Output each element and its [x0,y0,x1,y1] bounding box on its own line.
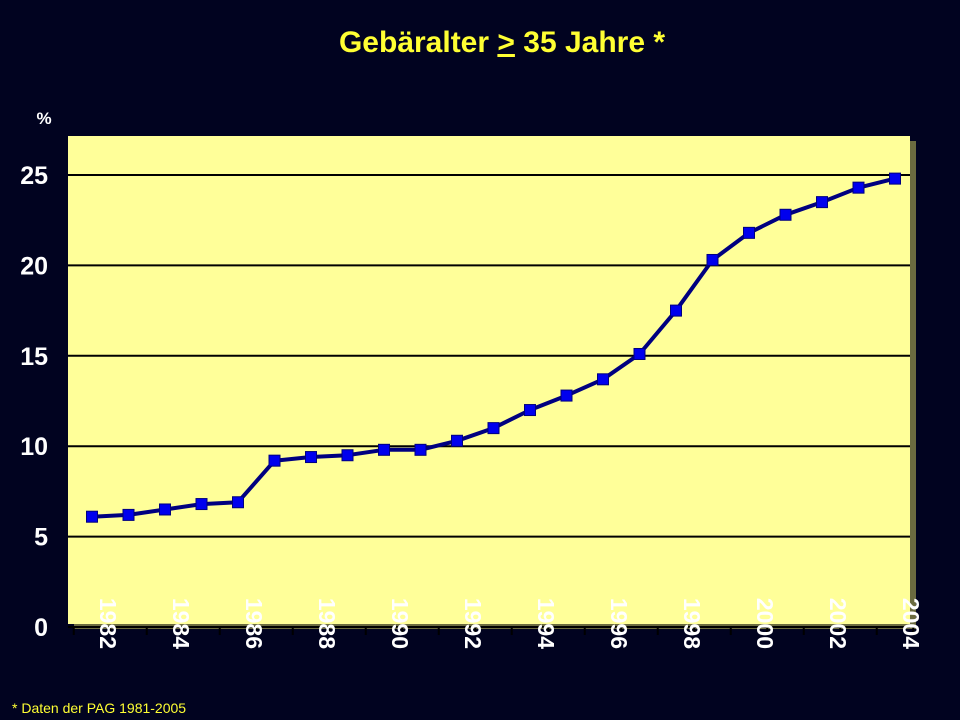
chart-title-prefix: Gebäralter [339,26,497,59]
data-point-1996 [597,373,609,386]
x-tick-label-1996: 1996 [606,598,632,649]
x-tick-label-2000: 2000 [752,598,778,649]
chart-title-suffix: 35 Jahre * [515,26,665,59]
data-point-1985 [195,498,208,511]
y-tick-label-5: 5 [34,524,48,552]
y-tick-label-15: 15 [20,343,48,371]
x-tick-label-1988: 1988 [314,598,340,649]
data-point-1995 [560,389,573,402]
x-tick-label-2002: 2002 [825,598,851,649]
data-point-1998 [670,304,682,317]
data-point-1999 [706,253,719,266]
data-point-1997 [633,347,646,360]
y-tick-label-0: 0 [34,614,48,642]
data-point-1986 [232,496,244,509]
x-tick-label-1986: 1986 [241,598,267,649]
data-point-1994 [524,404,536,417]
data-point-1991 [414,443,427,456]
data-point-1988 [305,451,317,464]
y-tick-label-25: 25 [20,162,48,190]
data-point-2002 [816,196,828,209]
y-tick-label-20: 20 [20,252,48,280]
x-tick-label-1998: 1998 [679,598,705,649]
chart-title: Gebäralter > 35 Jahre * [339,26,665,59]
data-point-1984 [159,503,171,516]
data-point-1987 [268,454,281,467]
data-point-2003 [852,181,865,194]
y-tick-label-10: 10 [20,433,48,461]
x-axis-ticks: 1982 1984 1986 1988 1990 1992 1994 1996 1998 2000… [72,598,924,649]
data-point-1983 [122,508,135,521]
footnote: * Daten der PAG 1981-2005 [12,700,186,716]
data-point-1989 [341,449,354,462]
data-point-2000 [743,226,755,239]
plot-area-front [68,136,910,624]
data-point-2001 [779,208,792,221]
grid-lines [68,174,910,628]
x-tick-label-1990: 1990 [387,598,413,649]
data-point-1990 [378,443,390,456]
series-markers [86,172,901,523]
x-tick-label-1982: 1982 [95,598,121,649]
x-tick-label-1984: 1984 [168,598,194,649]
y-axis-unit-label: % [36,109,51,128]
data-point-1993 [487,422,500,435]
y-axis-ticks: 0 5 10 15 20 25 [20,162,48,642]
x-tick-label-2004: 2004 [898,598,924,649]
data-point-1982 [86,510,98,523]
x-tick-label-1994: 1994 [533,598,559,649]
data-point-2004 [889,172,901,185]
chart-title-underlined-symbol: > [497,26,515,59]
x-tick-label-1992: 1992 [460,598,486,649]
data-point-1992 [451,434,463,447]
